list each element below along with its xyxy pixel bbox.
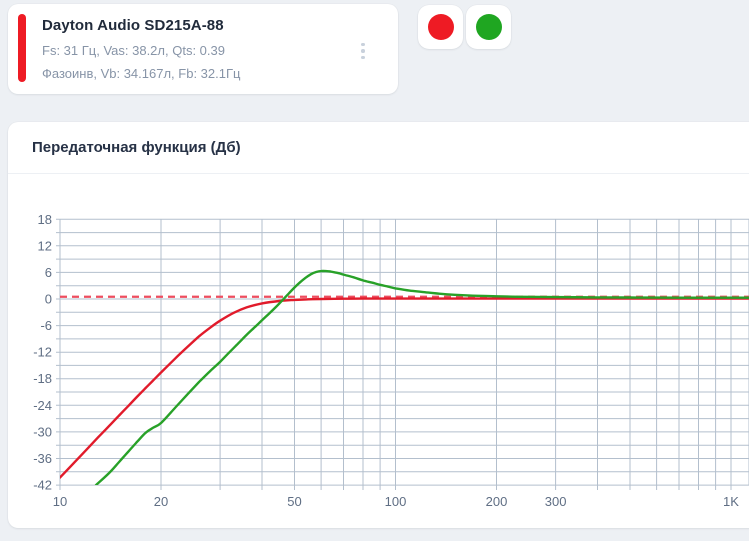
series-green-curve	[94, 269, 749, 486]
svg-text:6: 6	[45, 265, 52, 280]
svg-text:100: 100	[385, 494, 407, 509]
svg-text:300: 300	[545, 494, 567, 509]
red-series-toggle-button[interactable]	[418, 5, 463, 49]
svg-text:20: 20	[154, 494, 168, 509]
svg-text:-42: -42	[33, 478, 52, 493]
x-tick-labels: 10 20 50 100 200 300 1K	[53, 494, 740, 509]
speaker-title: Dayton Audio SD215A-88	[42, 17, 224, 34]
green-circle-icon	[475, 14, 502, 40]
series-red-curve	[60, 297, 749, 479]
kebab-vertical-icon[interactable]	[353, 36, 373, 66]
chart-title: Передаточная функция (Дб)	[32, 139, 241, 156]
svg-text:-6: -6	[40, 318, 52, 333]
speaker-params-line2: Фазоинв, Vb: 34.167л, Fb: 32.1Гц	[42, 66, 241, 81]
svg-text:0: 0	[45, 292, 52, 307]
green-series-toggle-button[interactable]	[466, 5, 511, 49]
speaker-color-accent	[18, 14, 26, 82]
svg-text:12: 12	[38, 238, 52, 253]
svg-text:18: 18	[38, 212, 52, 227]
red-circle-icon	[427, 14, 454, 40]
svg-text:-30: -30	[33, 424, 52, 439]
svg-text:50: 50	[287, 494, 301, 509]
transfer-function-card: Передаточная функция (Дб) -42 -36 -30 -24 -1…	[8, 122, 749, 528]
grid	[56, 218, 749, 490]
svg-text:1K: 1K	[723, 494, 739, 509]
chart-header: Передаточная функция (Дб)	[8, 122, 749, 174]
speaker-card: Dayton Audio SD215A-88 Fs: 31 Гц, Vas: 3…	[8, 4, 398, 94]
svg-text:-36: -36	[33, 451, 52, 466]
svg-text:10: 10	[53, 494, 67, 509]
svg-text:-24: -24	[33, 398, 52, 413]
transfer-function-plot: -42 -36 -30 -24 -18 -12 -6 0 6 12 18 10 20 50 100 200 30…	[33, 212, 749, 509]
svg-text:-18: -18	[33, 371, 52, 386]
svg-text:200: 200	[486, 494, 508, 509]
svg-text:-12: -12	[33, 345, 52, 360]
speaker-params-line1: Fs: 31 Гц, Vas: 38.2л, Qts: 0.39	[42, 43, 225, 58]
y-tick-labels: -42 -36 -30 -24 -18 -12 -6 0 6 12 18	[33, 212, 52, 493]
